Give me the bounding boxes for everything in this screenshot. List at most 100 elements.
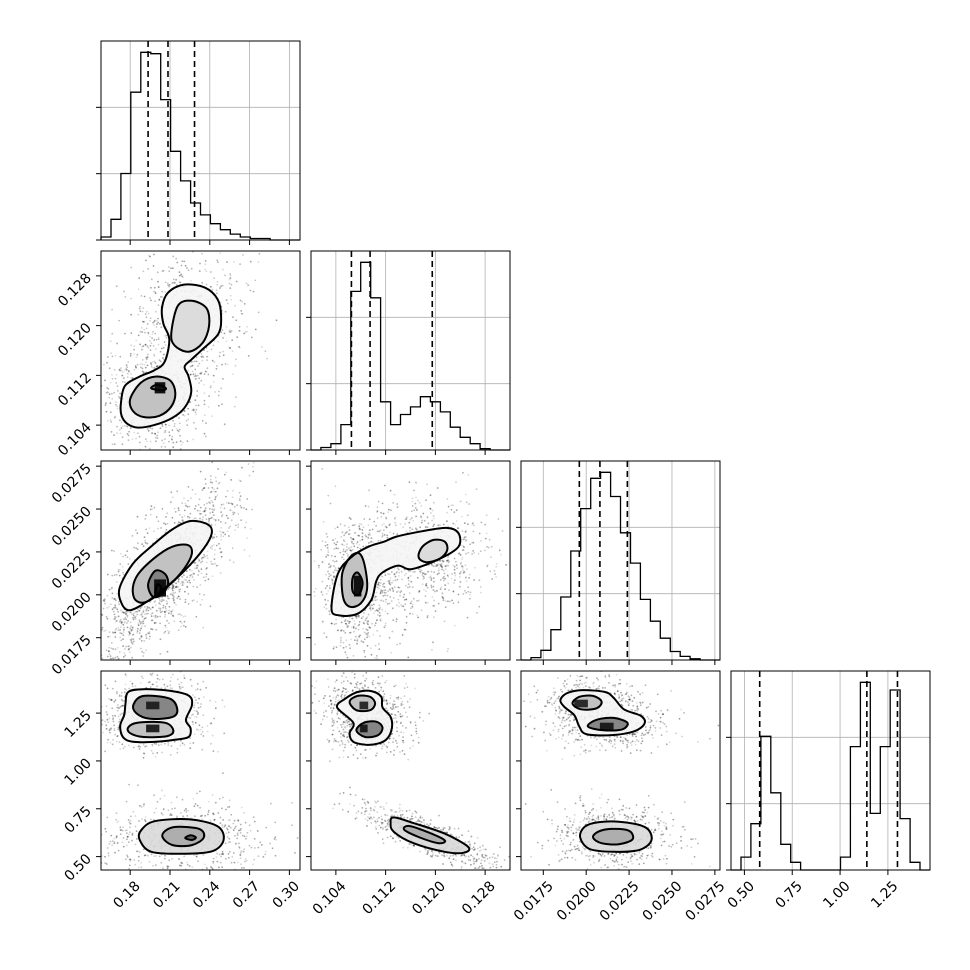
sample-point (381, 534, 384, 537)
sample-point (374, 595, 376, 598)
sample-point (361, 641, 364, 644)
sample-point (339, 551, 342, 554)
sample-point (111, 574, 114, 577)
sample-point (117, 627, 120, 629)
sample-point (188, 458, 190, 460)
sample-point (131, 685, 134, 688)
sample-point (140, 613, 143, 616)
sample-point (401, 605, 404, 608)
sample-point (154, 615, 157, 617)
sample-point (102, 680, 104, 682)
sample-point (150, 628, 152, 630)
sample-point (71, 415, 73, 417)
sample-point (220, 538, 223, 541)
sample-point (230, 330, 233, 332)
sample-point (462, 545, 465, 547)
sample-point (400, 604, 402, 606)
sample-point (211, 481, 214, 484)
sample-point (444, 565, 447, 568)
sample-point (349, 620, 352, 623)
sample-point (474, 566, 476, 569)
sample-point (138, 632, 141, 635)
sample-point (166, 522, 169, 525)
sample-point (216, 280, 219, 283)
sample-point (371, 600, 374, 602)
sample-point (242, 254, 244, 256)
sample-point (436, 589, 438, 592)
sample-point (139, 613, 142, 616)
sample-point (453, 557, 456, 560)
sample-point (139, 682, 142, 684)
sample-point (468, 503, 470, 505)
sample-point (422, 578, 424, 580)
sample-point (330, 565, 332, 567)
sample-point (159, 611, 162, 613)
sample-point (154, 292, 157, 295)
sample-point (164, 624, 167, 627)
sample-point (153, 320, 156, 323)
sample-point (141, 331, 144, 333)
sample-point (123, 611, 126, 614)
sample-point (119, 563, 122, 565)
sample-point (433, 562, 436, 564)
sample-point (368, 532, 371, 534)
sample-point (361, 538, 364, 541)
sample-point (204, 555, 206, 558)
sample-point (442, 599, 445, 601)
sample-point (185, 465, 187, 467)
sample-point (211, 537, 214, 540)
sample-point (119, 676, 121, 678)
sample-point (189, 581, 192, 584)
sample-point (201, 598, 204, 601)
sample-point (369, 541, 372, 543)
sample-point (218, 481, 221, 484)
sample-point (208, 501, 210, 504)
sample-point (327, 570, 329, 573)
sample-point (109, 411, 112, 414)
sample-point (161, 508, 164, 510)
sample-point (203, 509, 206, 512)
sample-point (358, 623, 361, 626)
sample-point (360, 523, 363, 526)
sample-point (111, 631, 114, 634)
sample-point (456, 567, 458, 570)
sample-point (178, 417, 180, 419)
sample-point (127, 563, 130, 565)
sample-point (187, 603, 190, 605)
sample-point (486, 565, 489, 568)
sample-point (463, 536, 466, 539)
sample-point (243, 332, 246, 335)
sample-point (339, 641, 342, 644)
sample-point (395, 571, 398, 574)
sample-point (335, 560, 338, 563)
sample-point (177, 629, 180, 631)
sample-point (205, 686, 208, 689)
sample-point (145, 310, 148, 313)
sample-point (135, 366, 137, 368)
sample-point (104, 629, 107, 632)
sample-point (198, 559, 201, 561)
sample-point (186, 424, 189, 426)
sample-point (419, 526, 421, 529)
sample-point (122, 371, 124, 373)
sample-point (353, 620, 356, 622)
sample-point (424, 601, 427, 604)
sample-point (121, 611, 124, 613)
sample-point (202, 356, 205, 359)
sample-point (380, 589, 383, 591)
sample-point (327, 549, 330, 552)
sample-point (462, 538, 465, 541)
sample-point (219, 535, 222, 538)
sample-point (388, 579, 391, 582)
sample-point (111, 687, 114, 690)
sample-point (171, 614, 174, 617)
sample-point (162, 442, 165, 445)
sample-point (231, 446, 233, 448)
sample-point (140, 675, 143, 678)
sample-point (350, 631, 352, 634)
sample-point (367, 542, 370, 544)
sample-point (108, 397, 111, 399)
sample-point (144, 617, 147, 620)
sample-point (392, 532, 395, 535)
sample-point (367, 623, 369, 626)
